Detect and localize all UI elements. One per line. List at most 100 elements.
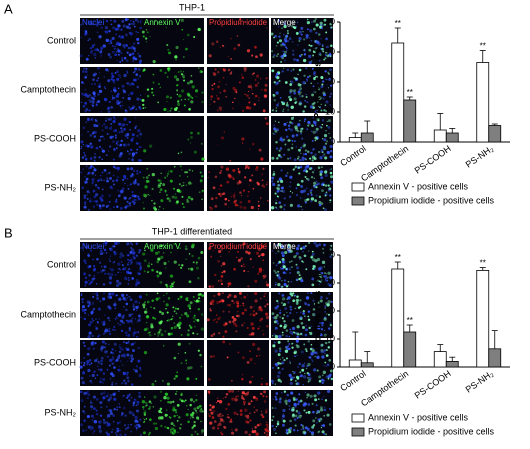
cell-dot [299,85,302,88]
cell-dot [195,262,198,265]
cell-dot [302,38,306,41]
cell-dot [116,421,120,425]
cell-dot [302,245,306,250]
cell-dot [172,315,174,317]
cell-dot [119,406,121,408]
cell-dot [91,171,95,175]
cell-dot [115,427,118,430]
cell-dot [135,401,137,403]
cell-dot [115,33,118,36]
cell-dot [113,366,116,369]
cell-dot [188,280,192,284]
cell-dot [301,127,304,130]
cell-dot [311,267,315,270]
cell-dot [177,102,181,106]
cell-dot [113,86,116,90]
cell-dot [252,395,256,399]
cell-dot [84,153,86,156]
cell-dot [290,281,293,283]
cell-dot [296,279,298,282]
cell-dot [218,300,221,303]
cell-dot [275,110,278,112]
cell-dot [180,399,184,403]
cell-dot [104,342,107,345]
cell-dot [190,75,193,77]
cell-dot [167,48,170,51]
cell-dot [214,204,218,208]
cell-dot [81,308,86,312]
cell-dot [195,300,197,303]
cell-dot [180,314,183,316]
cell-dot [243,321,246,324]
cell-dot [311,139,314,142]
cell-dot [329,168,331,171]
cell-dot [93,92,96,96]
cell-dot [108,292,112,296]
cell-dot [279,324,283,328]
cell-dot [327,71,330,74]
cell-dot [305,33,309,38]
cell-dot [293,376,295,378]
cell-dot [283,24,287,29]
cell-dot [280,267,283,270]
cell-dot [113,148,116,152]
cell-dot [307,179,310,182]
row-label: Control [47,35,76,45]
cell-dot [98,426,102,430]
cell-dot [110,122,113,125]
cell-dot [262,183,265,185]
cell-dot [125,371,129,375]
cell-dot [304,348,308,351]
cell-dot [302,326,305,329]
cell-dot [298,30,302,34]
cell-dot [198,297,201,300]
cell-dot [197,256,201,260]
cell-dot [90,428,92,431]
cell-dot [319,21,323,25]
cell-dot [254,279,258,283]
cell-dot [146,88,150,91]
cell-dot [95,398,99,401]
cell-dot [277,282,281,287]
cell-dot [247,190,250,193]
cell-dot [287,399,291,403]
cell-dot [196,432,199,436]
cell-dot [222,68,225,71]
cell-dot [129,107,133,111]
cell-dot [213,420,217,423]
y-axis-label: Positive cells (%) [312,274,322,348]
cell-dot [282,189,286,194]
cell-dot [254,426,257,429]
cell-dot [326,303,330,307]
cell-dot [125,44,129,47]
cell-dot [148,262,150,264]
cell-dot [241,356,245,360]
cell-dot [126,394,130,398]
cell-dot [117,87,120,90]
cell-dot [166,311,169,314]
cell-dot [120,127,123,130]
cell-dot [84,88,87,91]
cell-dot [213,332,216,334]
cell-dot [233,192,236,195]
cell-dot [264,428,268,432]
cell-dot [108,409,111,412]
cell-dot [289,362,291,364]
cell-dot [134,116,137,119]
cell-dot [220,136,224,140]
cell-dot [307,315,310,318]
cell-dot [289,381,293,385]
cell-dot [237,250,240,253]
cell-dot [276,195,279,198]
cell-dot [114,53,117,57]
cell-dot [224,322,228,326]
cell-dot [306,198,309,201]
cell-dot [309,394,313,398]
cell-dot [316,369,319,372]
legend-swatch [351,182,365,192]
cell-dot [320,176,324,180]
cell-dot [145,176,149,179]
cell-dot [113,118,116,120]
cell-dot [325,100,329,104]
cell-dot [100,392,104,396]
